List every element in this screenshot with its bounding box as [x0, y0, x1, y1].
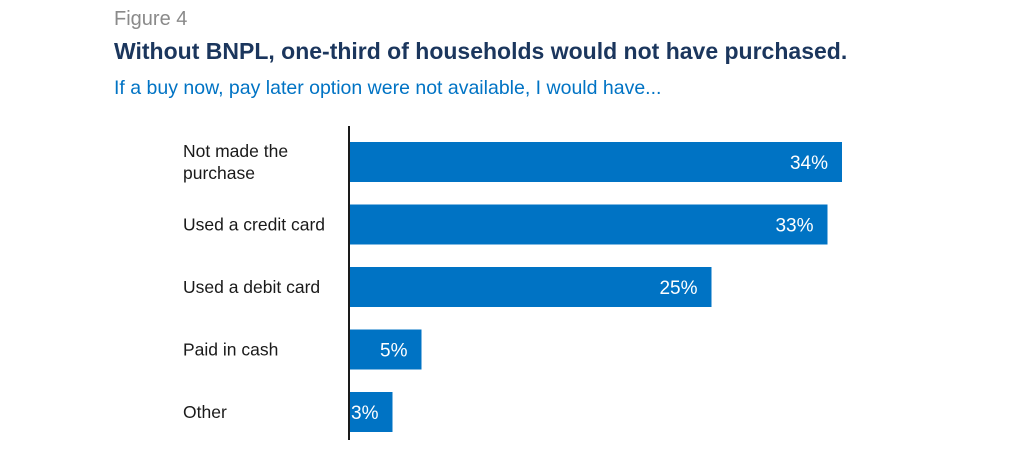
- category-label-4-line-0: Other: [183, 402, 227, 422]
- value-label-3: 5%: [380, 341, 408, 362]
- category-label-4: Other: [183, 402, 227, 422]
- value-label-2: 25%: [659, 278, 697, 299]
- value-label-1: 33%: [775, 216, 813, 237]
- bar-0: [349, 142, 842, 182]
- category-label-1: Used a credit card: [183, 215, 325, 235]
- category-label-0: Not made the purchase: [183, 141, 288, 183]
- category-label-1-line-0: Used a credit card: [183, 215, 325, 235]
- chart-subtitle: If a buy now, pay later option were not …: [114, 77, 662, 99]
- figure-label: Figure 4: [114, 8, 188, 30]
- category-label-0-line-0: Not made the: [183, 141, 288, 161]
- bar-1: [349, 204, 828, 245]
- category-labels-group: Not made the purchase Used a credit card Us…: [183, 141, 325, 422]
- category-label-3-line-0: Paid in cash: [183, 340, 278, 360]
- category-label-2-line-0: Used a debit card: [183, 277, 320, 297]
- bar-4: [349, 392, 393, 432]
- category-label-2: Used a debit card: [183, 277, 320, 297]
- category-label-0-line-1: purchase: [183, 163, 255, 183]
- bar-2: [349, 267, 712, 307]
- bars-group: 34% 33% 25% 5% 3%: [349, 142, 842, 432]
- value-label-4: 3%: [351, 403, 379, 424]
- chart-title: Without BNPL, one-third of households wo…: [114, 38, 848, 64]
- category-label-3: Paid in cash: [183, 340, 278, 360]
- value-label-0: 34%: [790, 153, 828, 174]
- bar-3: [349, 329, 422, 370]
